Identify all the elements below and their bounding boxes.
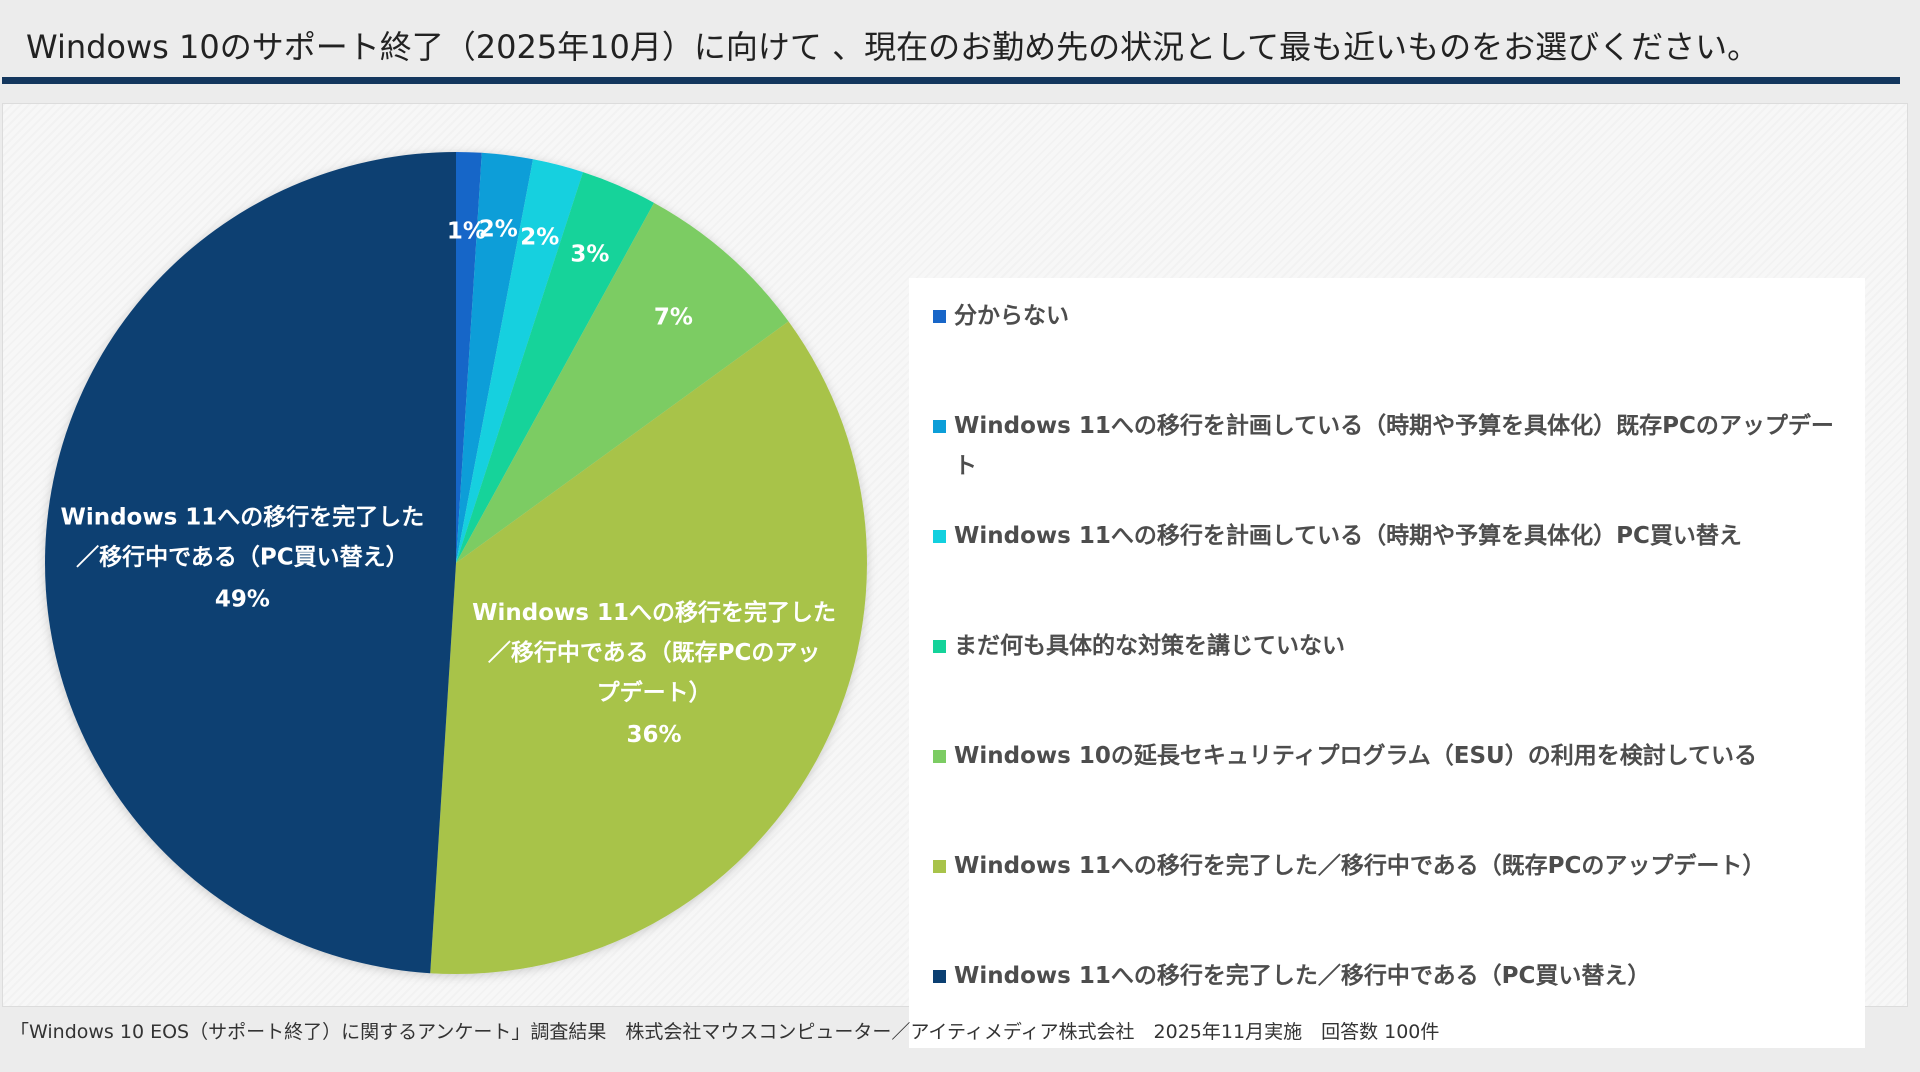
slice-label-4: 3% [570, 242, 609, 268]
legend-swatch [933, 530, 946, 543]
pie-slice-1 [456, 152, 482, 563]
legend-swatch [933, 640, 946, 653]
legend-item-6: Windows 11への移行を完了した／移行中である（既存PCのアップデート） [933, 846, 1857, 886]
chart-panel: 1% 2% 2% 3% 7% Windows 11への移行を完了した／移行中である（既存P… [2, 103, 1908, 1048]
legend-item-7: Windows 11への移行を完了した／移行中である（PC買い替え） [933, 956, 1857, 996]
legend-swatch [933, 970, 946, 983]
source-footnote: 「Windows 10 EOS（サポート終了）に関するアンケート」調査結果 株式… [10, 1021, 1440, 1043]
legend-label: Windows 11への移行を完了した／移行中である（既存PCのアップデート） [954, 853, 1766, 879]
legend-label: まだ何も具体的な対策を講じていない [954, 633, 1345, 659]
pie-slice-5 [456, 202, 789, 563]
legend-label: Windows 11への移行を完了した／移行中である（PC買い替え） [954, 963, 1651, 989]
legend-swatch [933, 750, 946, 763]
legend-item-5: Windows 10の延長セキュリティプログラム（ESU）の利用を検討している [933, 736, 1857, 776]
legend-swatch [933, 420, 946, 433]
legend-label-continued: ト [954, 453, 977, 479]
pie-slice-6 [430, 321, 867, 974]
legend-item-1: 分からない [933, 296, 1857, 336]
pie-chart: 1%2% 2%3%7%Windows 11への移行を完了した／移行中である（既存P… [45, 152, 867, 974]
pie-slice-3 [456, 159, 584, 563]
legend-label: Windows 11への移行を計画している（時期や予算を具体化）既存PCのアップ… [954, 413, 1834, 439]
slice-label-3: 2% [520, 225, 559, 251]
slice-label-5: 7% [654, 304, 693, 330]
legend-item-4: まだ何も具体的な対策を講じていない [933, 626, 1857, 666]
legend-swatch [933, 310, 946, 323]
legend-label: 分からない [954, 303, 1069, 329]
page-title: Windows 10のサポート終了（2025年10月）に向けて 、現在のお勤め先… [26, 28, 1760, 66]
title-divider [2, 77, 1900, 84]
legend-item-2: Windows 11への移行を計画している（時期や予算を具体化）既存PCのアップ… [933, 406, 1857, 486]
slice-label-6: Windows 11への移行を完了した／移行中である（既存PCのアップデート） 3… [472, 599, 836, 748]
chart-legend: 分からない Windows 11への移行を計画している（時期や予算を具体化）既存P… [909, 278, 1865, 1048]
legend-label: Windows 11への移行を計画している（時期や予算を具体化）PC買い替え [954, 523, 1742, 549]
slice-label-2: 2% [479, 217, 518, 243]
pie-slice-2 [456, 152, 534, 563]
legend-swatch [933, 860, 946, 873]
pie-slice-7 [45, 152, 456, 974]
legend-item-3: Windows 11への移行を計画している（時期や予算を具体化）PC買い替え [933, 516, 1857, 556]
pie-slice-4 [456, 172, 655, 563]
legend-label: Windows 10の延長セキュリティプログラム（ESU）の利用を検討している [954, 743, 1758, 769]
slice-label-1: 1% [447, 218, 486, 244]
slice-label-7: Windows 11への移行を完了した／移行中である（PC買い替え） 49% [60, 503, 424, 612]
